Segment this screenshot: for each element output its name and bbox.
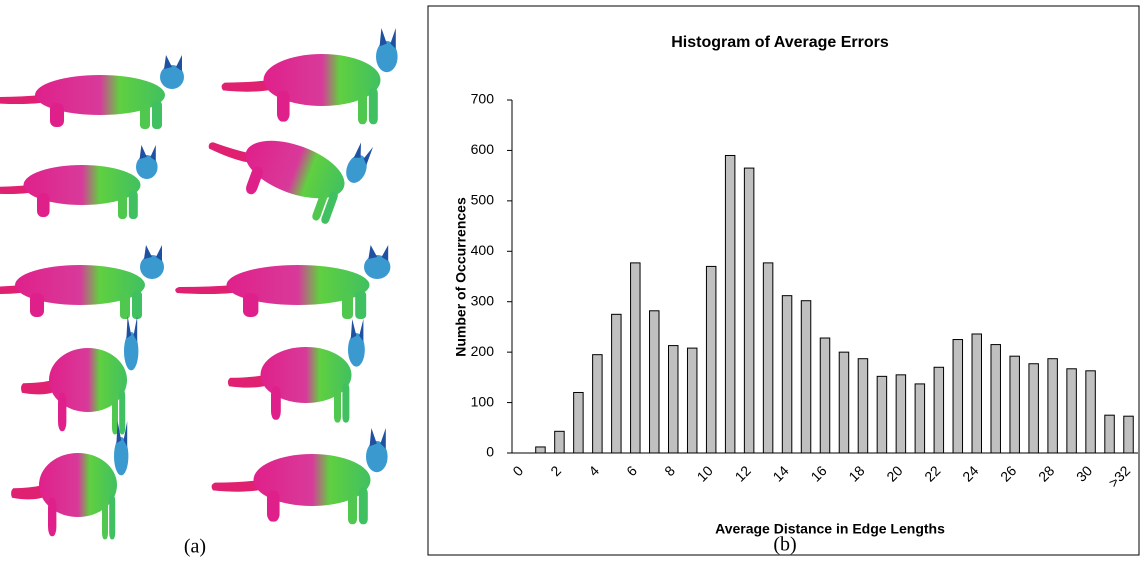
bar <box>896 375 905 453</box>
cat-pose <box>212 428 388 524</box>
figure: (a) Histogram of Average Errors Number o… <box>0 0 1141 561</box>
bar <box>1029 364 1038 453</box>
bar <box>631 263 640 453</box>
bar <box>877 376 886 453</box>
bar <box>915 384 924 453</box>
cat-renderings <box>0 28 398 539</box>
cat-pose <box>228 319 365 423</box>
bar <box>1067 369 1076 453</box>
bar <box>650 311 659 453</box>
bar <box>536 447 545 453</box>
bar <box>801 301 810 453</box>
bar <box>782 296 791 453</box>
x-tick-label: >32 <box>1105 462 1133 490</box>
bar <box>953 340 962 453</box>
bar <box>593 355 602 453</box>
x-tick-label: 2 <box>547 462 564 479</box>
y-tick-label: 0 <box>486 444 494 460</box>
y-axis-title: Number of Occurrences <box>453 197 469 357</box>
bar <box>725 155 734 453</box>
bar <box>1124 416 1133 453</box>
x-tick-label: 10 <box>694 462 716 484</box>
bar <box>1048 359 1057 453</box>
bar <box>706 266 715 453</box>
bar <box>1105 415 1114 453</box>
bar <box>574 392 583 453</box>
cat-pose <box>222 28 398 124</box>
bar <box>555 431 564 453</box>
x-tick-label: 0 <box>509 462 526 479</box>
bar <box>934 367 943 453</box>
bar <box>744 168 753 453</box>
x-tick-label: 20 <box>883 462 905 484</box>
y-tick-label: 200 <box>471 343 495 359</box>
bar <box>858 359 867 453</box>
x-tick-label: 28 <box>1035 462 1057 484</box>
x-tick-label: 6 <box>623 462 640 479</box>
bar <box>763 263 772 453</box>
cat-pose <box>175 245 390 319</box>
x-tick-label: 4 <box>585 462 602 479</box>
y-tick-label: 100 <box>471 393 495 409</box>
bar <box>687 348 696 453</box>
x-tick-label: 16 <box>807 462 829 484</box>
cat-pose <box>21 316 138 434</box>
x-tick-label: 22 <box>921 462 943 484</box>
bar <box>612 314 621 453</box>
y-tick-label: 400 <box>471 242 495 258</box>
x-tick-label: 14 <box>769 462 791 484</box>
y-tick-label: 500 <box>471 192 495 208</box>
bar <box>669 346 678 453</box>
bar <box>839 352 848 453</box>
bar <box>820 338 829 453</box>
bar <box>1010 356 1019 453</box>
panel-label: (a) <box>184 536 206 558</box>
x-tick-label: 8 <box>661 462 678 479</box>
panel-label: (b) <box>773 534 796 556</box>
cat-pose <box>0 245 164 319</box>
y-tick-label: 600 <box>471 141 495 157</box>
cat-pose <box>0 55 184 129</box>
cat-pose <box>0 145 158 219</box>
cat-pose <box>11 421 128 539</box>
x-tick-label: 18 <box>845 462 867 484</box>
x-tick-label: 26 <box>997 462 1019 484</box>
x-tick-label: 30 <box>1073 462 1095 484</box>
y-tick-label: 300 <box>471 292 495 308</box>
y-tick-label: 700 <box>471 91 495 107</box>
chart-title: Histogram of Average Errors <box>671 34 889 51</box>
bar <box>972 334 981 453</box>
bar <box>991 345 1000 453</box>
bar <box>1086 371 1095 453</box>
x-tick-label: 12 <box>732 462 754 484</box>
x-axis-title: Average Distance in Edge Lengths <box>715 521 945 537</box>
x-tick-label: 24 <box>959 462 981 484</box>
